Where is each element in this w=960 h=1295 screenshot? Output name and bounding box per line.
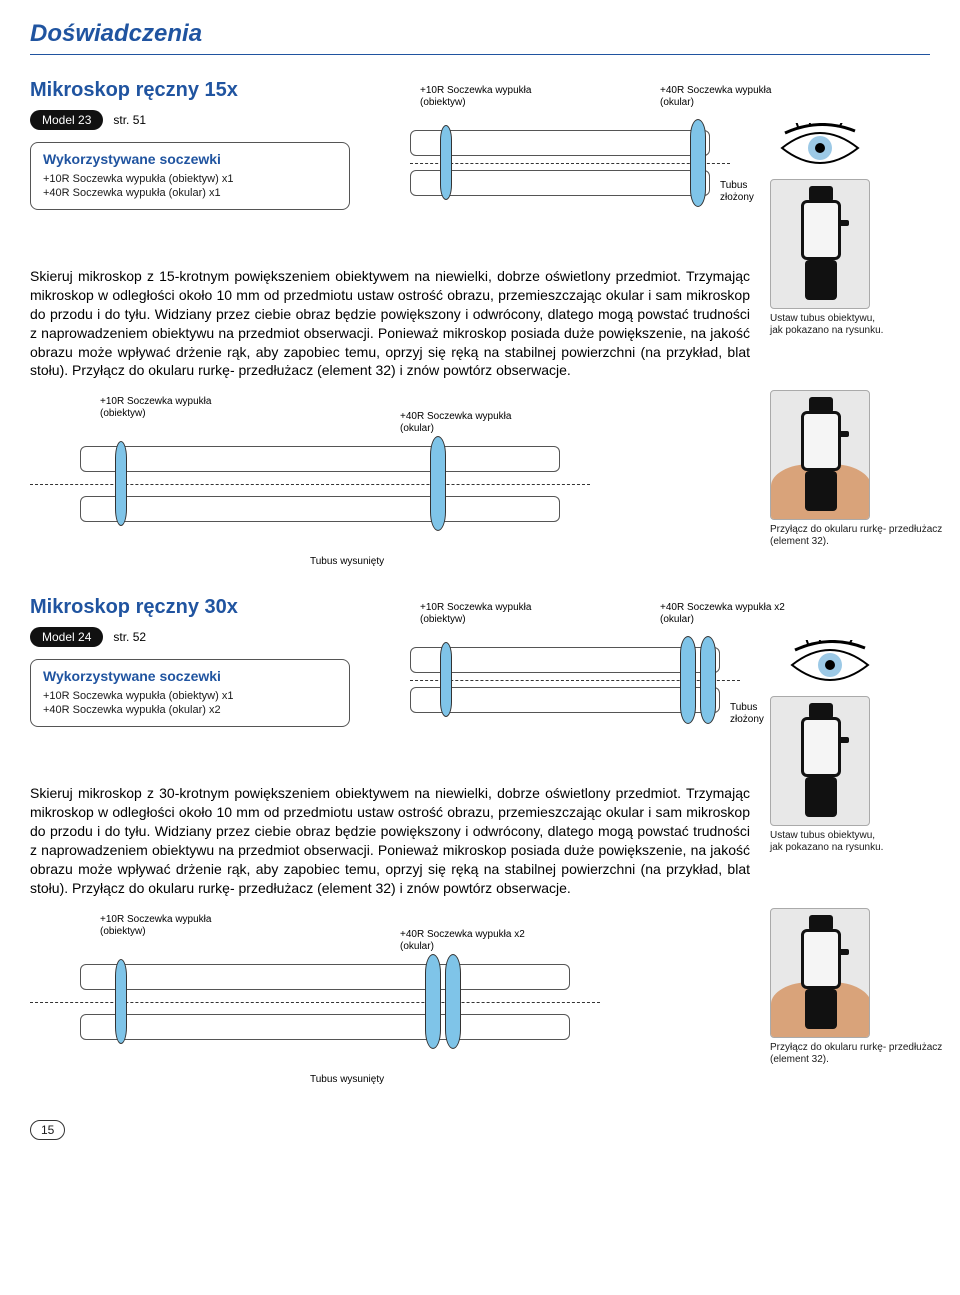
lens-item: +40R Soczewka wypukła (okular) x2 [43,704,337,716]
tube-outline [410,130,710,156]
objective-lens-icon [115,959,127,1044]
eye-icon [790,640,870,690]
tube-outline [410,170,710,196]
objective-lens-icon [440,642,452,717]
tubus-closed-label: Tubus złożony [720,180,754,204]
lens-item: +40R Soczewka wypukła (okular) x1 [43,187,337,199]
tubus-open-label: Tubus wysunięty [310,1074,384,1086]
model23-badge: Model 23 [30,110,103,130]
ocu-lens-label: +40R Soczewka wypukła (okular) [400,411,511,435]
title-rule [30,54,930,55]
model24-box-title: Wykorzystywane soczewki [43,668,337,684]
ocular-lens-icon [700,636,716,724]
ocu-lens-label: +40R Soczewka wypukła x2 (okular) [660,602,785,626]
obj-lens-label: +10R Soczewka wypukła (obiektyw) [420,85,531,109]
product-image [770,179,870,309]
lens-item: +10R Soczewka wypukła (obiektyw) x1 [43,690,337,702]
product-image [770,696,870,826]
model24-page-ref: str. 52 [113,630,146,644]
product-image-hand [770,908,870,1038]
ocu-lens-label: +40R Soczewka wypukła x2 (okular) [400,929,525,953]
product-caption: Przyłącz do okularu rurkę- przedłużacz (… [770,1042,940,1066]
page-number: 15 [30,1120,65,1140]
optical-axis [30,484,590,485]
model23-diagram-open: +10R Soczewka wypukła (obiektyw) +40R So… [30,396,730,576]
objective-lens-icon [115,441,127,526]
model24-badge: Model 24 [30,627,103,647]
obj-lens-label: +10R Soczewka wypukła (obiektyw) [100,914,211,938]
product-image-hand [770,390,870,520]
model23-box-title: Wykorzystywane soczewki [43,151,337,167]
product-caption: Ustaw tubus obiektywu, jak pokazano na r… [770,313,940,337]
model23-header-row: Mikroskop ręczny 15x Model 23 str. 51 Wy… [30,79,930,261]
lens-item: +10R Soczewka wypukła (obiektyw) x1 [43,173,337,185]
ocu-lens-label: +40R Soczewka wypukła (okular) [660,85,771,109]
model23-title: Mikroskop ręczny 15x [30,79,390,102]
model23-page-ref: str. 51 [113,113,146,127]
optical-axis [410,163,730,164]
tube-outline [80,446,560,472]
obj-lens-label: +10R Soczewka wypukła (obiektyw) [420,602,531,626]
model24-body: Skieruj mikroskop z 30-krotnym powiększe… [30,784,750,897]
tube-outline [80,964,570,990]
model24-title: Mikroskop ręczny 30x [30,596,390,619]
tube-outline [410,647,720,673]
eye-icon [780,123,860,173]
ocular-lens-icon [680,636,696,724]
model24-diagram-open: +10R Soczewka wypukła (obiektyw) +40R So… [30,914,730,1094]
tube-outline [80,1014,570,1040]
ocular-lens-icon [690,119,706,207]
product-caption: Przyłącz do okularu rurkę- przedłużacz (… [770,524,940,548]
ocular-lens-icon [425,954,441,1049]
objective-lens-icon [440,125,452,200]
model23-body: Skieruj mikroskop z 15-krotnym powiększe… [30,267,750,380]
tube-outline [410,687,720,713]
model23-lens-box: Wykorzystywane soczewki +10R Soczewka wy… [30,142,350,210]
model24-lens-box: Wykorzystywane soczewki +10R Soczewka wy… [30,659,350,727]
obj-lens-label: +10R Soczewka wypukła (obiektyw) [100,396,211,420]
model24-header-row: Mikroskop ręczny 30x Model 24 str. 52 Wy… [30,596,930,778]
ocular-lens-icon [445,954,461,1049]
tubus-open-label: Tubus wysunięty [310,556,384,568]
ocular-lens-icon [430,436,446,531]
tubus-closed-label: Tubus złożony [730,702,764,726]
page-title: Doświadczenia [30,20,930,48]
product-caption: Ustaw tubus obiektywu, jak pokazano na r… [770,830,940,854]
tube-outline [80,496,560,522]
